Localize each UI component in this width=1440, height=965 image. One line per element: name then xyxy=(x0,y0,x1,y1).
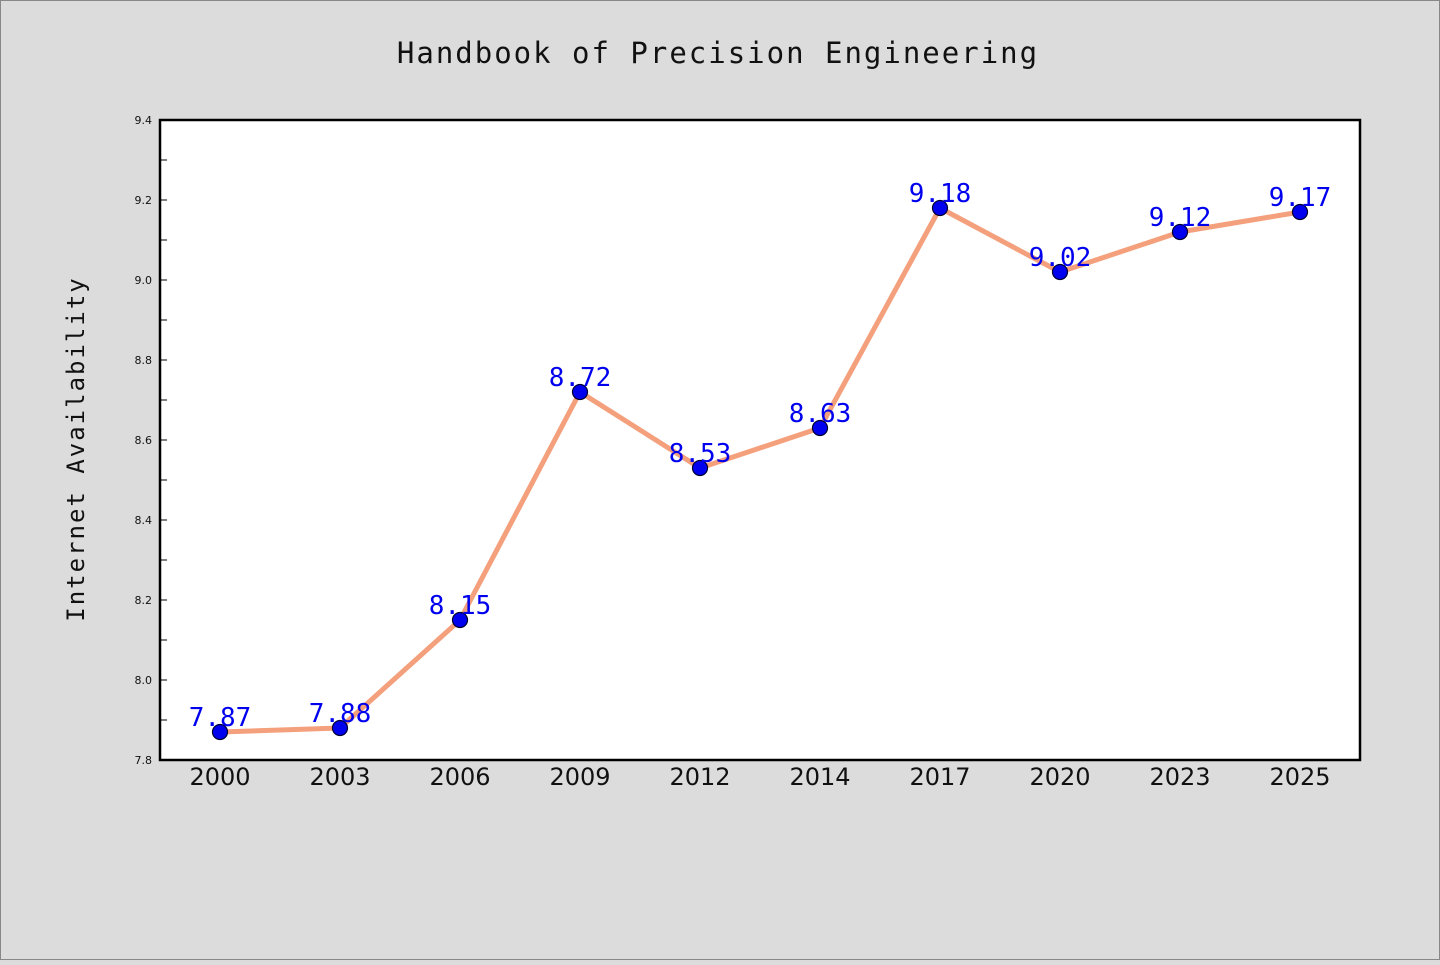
data-point-label: 9.12 xyxy=(1149,203,1212,233)
y-axis-label: Internet Availability xyxy=(62,276,90,621)
y-tick-label: 8.4 xyxy=(135,514,153,527)
data-labels: 7.87 7.88 8.15 8.72 8.53 8.63 9.18 9.02 9.12 9.17 xyxy=(189,179,1332,733)
x-tick-label: 2023 xyxy=(1149,763,1210,791)
y-tick-label: 8.6 xyxy=(135,434,153,447)
series-markers xyxy=(211,199,1309,741)
series-line xyxy=(217,205,1303,735)
x-tick-label: 2000 xyxy=(189,763,250,791)
x-tick-label: 2020 xyxy=(1029,763,1090,791)
x-tick-label: 2009 xyxy=(549,763,610,791)
y-tick-label: 9.2 xyxy=(135,194,153,207)
plot-area xyxy=(160,120,1360,760)
y-tick-label: 7.8 xyxy=(135,754,153,767)
data-point-label: 9.02 xyxy=(1029,243,1092,273)
data-point-label: 9.18 xyxy=(909,179,972,209)
series-line-group xyxy=(217,205,1303,735)
data-point-label: 9.17 xyxy=(1269,183,1332,213)
x-tick-label: 2006 xyxy=(429,763,490,791)
data-point-marker xyxy=(451,611,469,629)
y-tick-label: 8.8 xyxy=(135,354,153,367)
y-tick-label: 9.0 xyxy=(135,274,153,287)
x-axis-ticks: 2000 2003 2006 2009 2012 2014 2017 2020 2023 2025 xyxy=(189,763,1330,791)
data-point-label: 8.72 xyxy=(549,363,612,393)
data-point-marker xyxy=(691,459,709,477)
data-point-label: 7.88 xyxy=(309,699,372,729)
x-tick-label: 2017 xyxy=(909,763,970,791)
data-point-label: 8.53 xyxy=(669,439,732,469)
x-tick-label: 2025 xyxy=(1269,763,1330,791)
x-tick-label: 2014 xyxy=(789,763,850,791)
x-tick-label: 2003 xyxy=(309,763,370,791)
data-point-label: 8.15 xyxy=(429,591,492,621)
plot-border xyxy=(158,118,1362,762)
y-tick-label: 8.2 xyxy=(135,594,153,607)
chart-title: Handbook of Precision Engineering xyxy=(397,36,1039,70)
data-point-marker xyxy=(931,199,949,217)
y-tick-label: 9.4 xyxy=(135,114,153,127)
data-point-marker xyxy=(571,383,589,401)
data-point-marker xyxy=(331,719,349,737)
data-point-marker xyxy=(811,419,829,437)
data-point-marker xyxy=(1291,203,1309,221)
y-axis-ticks: 7.8 8.0 8.2 8.4 8.6 8.8 9.0 9.2 9.4 xyxy=(135,114,167,767)
x-tick-label: 2012 xyxy=(669,763,730,791)
data-point-marker xyxy=(1171,223,1189,241)
data-point-label: 8.63 xyxy=(789,399,852,429)
y-tick-label: 8.0 xyxy=(135,674,153,687)
data-point-marker xyxy=(211,723,229,741)
data-point-label: 7.87 xyxy=(189,703,252,733)
data-point-marker xyxy=(1051,263,1069,281)
